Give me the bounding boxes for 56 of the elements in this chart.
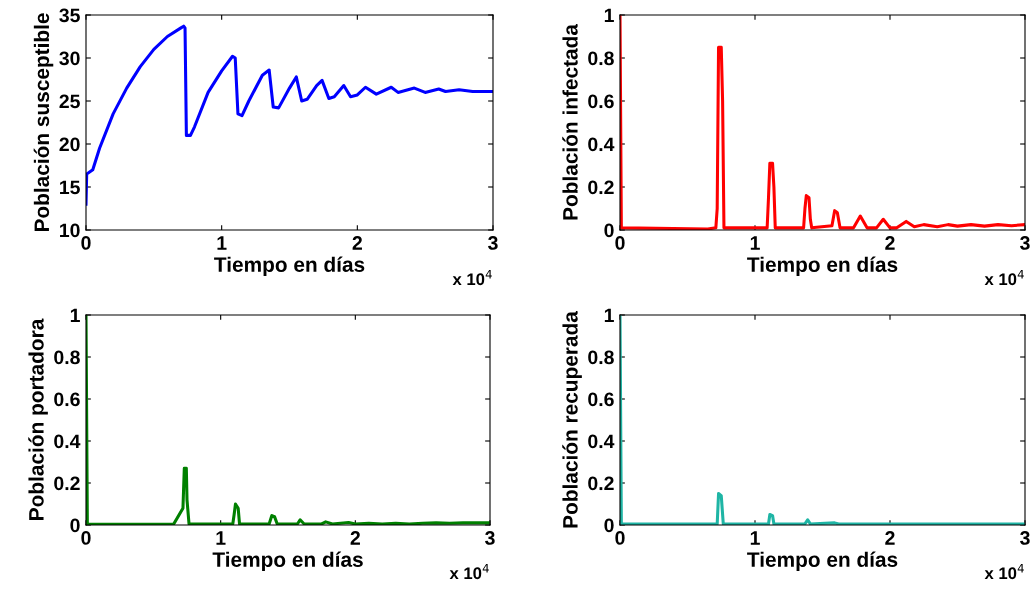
text: x 10$^{4}$ xyxy=(449,564,489,580)
x-tick-label: 3 xyxy=(1020,531,1030,545)
y-tick-label: 0.4 xyxy=(54,434,81,449)
line-series xyxy=(620,315,1025,525)
x-tick-label: 3 xyxy=(488,236,498,250)
x-axis-title: Tiempo en días xyxy=(214,256,365,277)
y-tick-label: 20 xyxy=(59,137,80,152)
x-tick-label: 0 xyxy=(615,531,625,545)
y-tick-label: 0.2 xyxy=(588,476,614,491)
text: x 10$^{4}$ xyxy=(984,270,1024,286)
line-series xyxy=(620,15,1025,230)
x-tick-label: 1 xyxy=(216,531,226,545)
line-series xyxy=(86,24,493,206)
text: x 10$^{4}$ xyxy=(452,270,492,286)
y-axis-title: Población portadora xyxy=(28,318,48,520)
x-tick-label: 1 xyxy=(750,236,760,250)
y-tick-label: 25 xyxy=(59,94,80,109)
x-tick-label: 0 xyxy=(81,531,91,545)
x-tick-label: 1 xyxy=(750,531,760,545)
y-tick-label: 35 xyxy=(59,8,80,23)
y-tick-label: 0.4 xyxy=(588,137,615,152)
y-tick-label: 1 xyxy=(604,308,614,323)
y-tick-label: 30 xyxy=(59,51,80,66)
x-tick-label: 2 xyxy=(352,236,362,250)
y-tick-label: 10 xyxy=(60,223,80,238)
y-tick-label: 0.6 xyxy=(588,392,614,407)
x-tick-label: 2 xyxy=(885,236,895,250)
x-tick-label: 1 xyxy=(217,236,227,250)
y-tick-label: 0.8 xyxy=(588,350,614,365)
y-tick-label: 0.4 xyxy=(588,434,615,449)
x-tick-label: 0 xyxy=(81,236,91,250)
y-tick-label: 0 xyxy=(604,223,614,238)
line-series xyxy=(86,315,490,525)
x-tick-label: 3 xyxy=(485,531,495,545)
x-tick-label: 2 xyxy=(350,531,360,545)
text: x 10$^{4}$ xyxy=(984,564,1024,580)
y-tick-label: 0.8 xyxy=(54,350,80,365)
y-tick-label: 0 xyxy=(604,518,614,533)
y-tick-label: 0.2 xyxy=(54,476,80,491)
x-axis-title: Tiempo en días xyxy=(212,551,363,572)
y-tick-label: 15 xyxy=(60,180,80,195)
y-axis-title: Población susceptible xyxy=(33,13,54,232)
y-tick-label: 0.6 xyxy=(588,94,614,109)
y-tick-label: 0 xyxy=(70,518,80,533)
x-axis-title: Tiempo en días xyxy=(747,551,898,572)
y-axis-title: Población infectada xyxy=(562,23,578,220)
y-tick-label: 0.8 xyxy=(588,51,614,66)
y-tick-label: 1 xyxy=(70,308,80,323)
x-tick-label: 2 xyxy=(885,531,895,545)
x-tick-label: 0 xyxy=(615,236,625,250)
y-axis-title: Población recuperada xyxy=(562,311,582,528)
x-axis-title: Tiempo en días xyxy=(747,256,898,277)
y-tick-label: 0.6 xyxy=(54,392,80,407)
y-tick-label: 1 xyxy=(604,8,614,23)
y-tick-label: 0.2 xyxy=(588,180,614,195)
x-tick-label: 3 xyxy=(1020,236,1030,250)
